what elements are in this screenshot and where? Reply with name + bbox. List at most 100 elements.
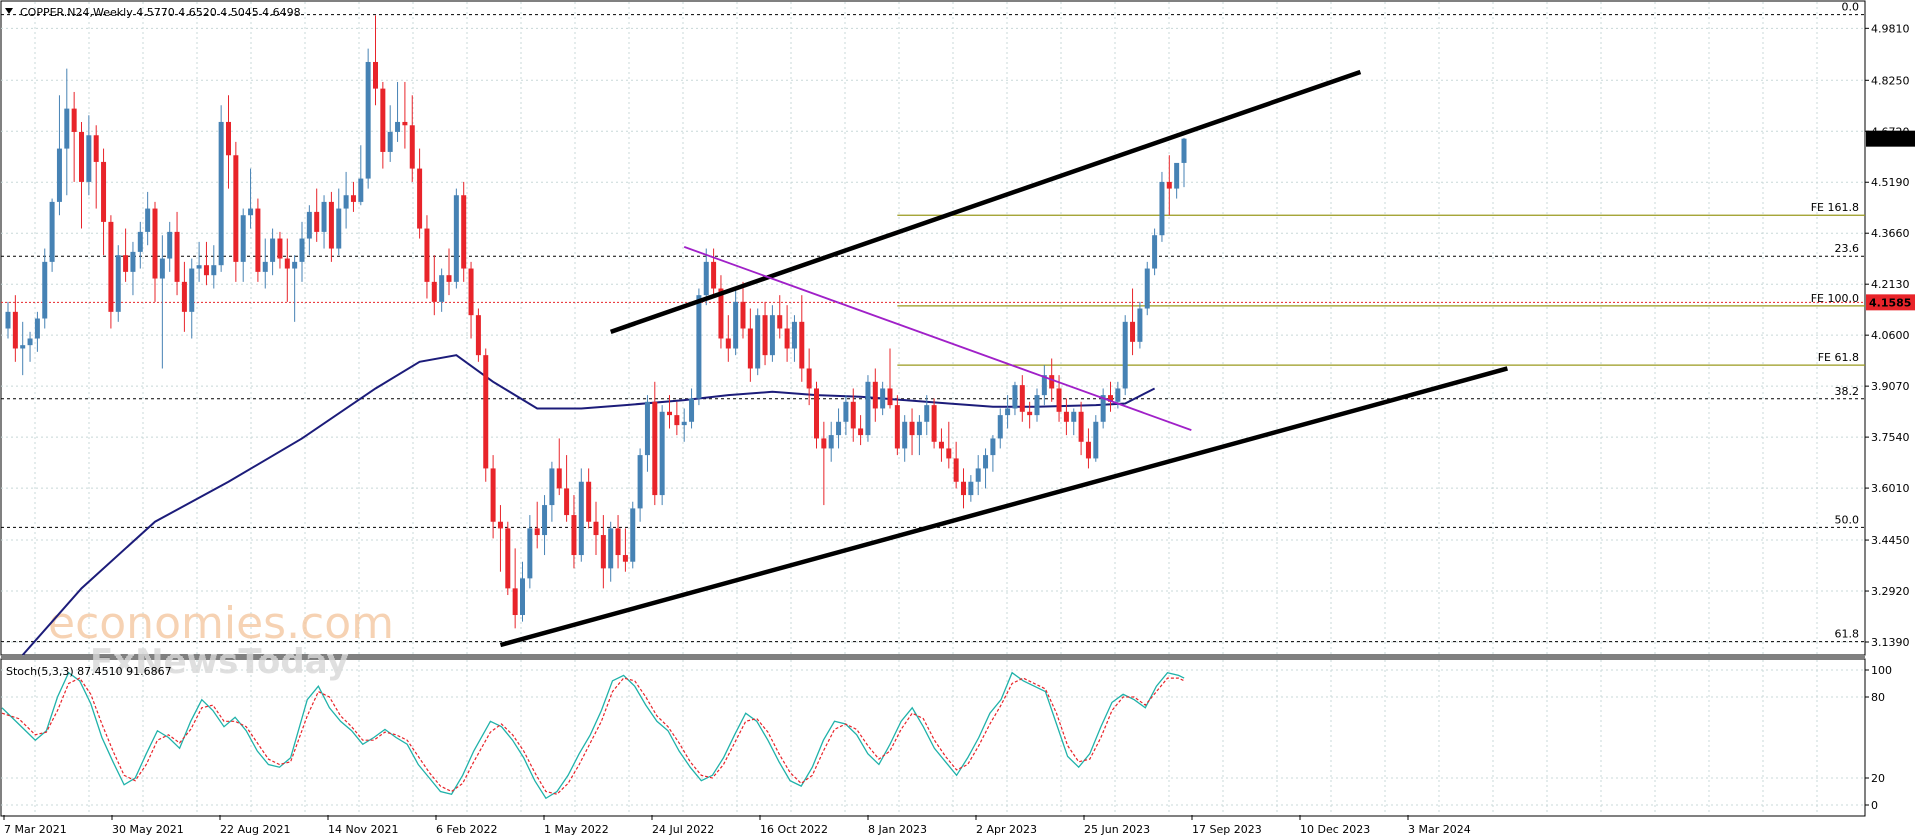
candle-body <box>564 488 570 516</box>
candle-body <box>1093 421 1099 459</box>
candle-body <box>630 508 636 562</box>
candle-body <box>174 231 180 282</box>
candle-body <box>218 121 224 266</box>
candle-body <box>527 528 533 579</box>
time-axis: 7 Mar 2021 30 May 2021 22 Aug 2021 14 Nov 2… <box>3 815 1471 836</box>
candle-body <box>600 535 606 569</box>
candle-body <box>373 61 378 89</box>
candle-body <box>461 195 467 269</box>
candle-body <box>5 311 11 329</box>
candle-body <box>916 421 922 436</box>
candle-body <box>328 201 334 249</box>
candle-body <box>453 195 459 282</box>
candle-body <box>196 265 202 269</box>
upper-channel <box>609 69 1362 334</box>
fib-expansion-label: FE 161.8 <box>1811 201 1859 214</box>
candle-body <box>571 515 577 556</box>
y-tick-label: 3.1390 <box>1871 636 1910 649</box>
candle-body <box>733 301 739 349</box>
fe100-price-tag-bg <box>1866 294 1915 311</box>
candle-body <box>938 441 944 449</box>
candle-body <box>784 328 790 349</box>
candle-body <box>549 468 555 506</box>
candle-body <box>343 195 349 209</box>
watermark: economies.com FxNewsToday <box>48 598 394 682</box>
candle-body <box>946 448 952 459</box>
x-tick-label: 17 Sep 2023 <box>1192 823 1262 836</box>
main-pane-border <box>0 0 1866 656</box>
x-tick-label: 22 Aug 2021 <box>220 823 290 836</box>
y-tick-label: 4.0600 <box>1871 329 1910 342</box>
y-tick-label: 4.2130 <box>1871 278 1910 291</box>
candle-body <box>806 368 812 389</box>
candle-body <box>622 555 628 562</box>
candle-body <box>49 201 55 262</box>
x-tick-label: 7 Mar 2021 <box>4 823 67 836</box>
stoch-header: Stoch(5,3,3) 87.4510 91.6867 <box>6 665 172 678</box>
lower-channel <box>499 366 1508 648</box>
candle-body <box>56 148 62 202</box>
x-tick-label: 8 Jan 2023 <box>868 823 927 836</box>
candle-body <box>1063 411 1069 422</box>
candle-body <box>1174 162 1180 189</box>
candle-body <box>321 201 327 232</box>
candle-body <box>968 481 974 496</box>
candle-body <box>387 131 393 152</box>
x-tick-label: 10 Dec 2023 <box>1300 823 1370 836</box>
candle-body <box>1130 321 1136 342</box>
y-tick-label: 3.9070 <box>1871 380 1910 393</box>
y-tick-label: 4.8250 <box>1871 74 1910 87</box>
fib-retracement-label: 0.0 <box>1842 1 1860 14</box>
candle-body <box>909 421 915 436</box>
stochastic-oscillator <box>1 671 1185 800</box>
candle-body <box>1078 411 1084 442</box>
collapse-triangle-icon[interactable] <box>5 8 13 14</box>
candle-body <box>395 121 401 132</box>
candle-body <box>674 415 680 426</box>
stoch-pane-border <box>0 658 1866 817</box>
falling-trendline <box>683 246 1192 431</box>
fib-expansion-label: FE 100.0 <box>1811 292 1859 305</box>
x-tick-label: 3 Mar 2024 <box>1408 823 1471 836</box>
candle-body <box>586 481 592 522</box>
candle-body <box>836 421 842 436</box>
candle-body <box>137 231 143 252</box>
candle-body <box>409 125 415 169</box>
candle-body <box>1027 411 1033 416</box>
candle-body <box>961 481 966 496</box>
candle-body <box>865 381 871 436</box>
x-tick-label: 1 May 2022 <box>544 823 609 836</box>
candle-body <box>505 528 511 589</box>
candle-body <box>130 251 136 272</box>
candle-body <box>12 311 18 349</box>
candle-body <box>777 315 783 329</box>
price-axis: 4.98104.82504.67204.51904.36604.21304.06… <box>1865 22 1910 812</box>
candle-body <box>262 261 268 272</box>
candle-body <box>762 315 768 356</box>
candle-body <box>667 411 672 416</box>
candle-body <box>211 265 217 276</box>
candle-body <box>578 481 584 556</box>
candle-body <box>740 301 746 329</box>
candle-body <box>828 435 834 449</box>
candles <box>5 15 1187 629</box>
candle-body <box>468 268 474 316</box>
candle-body <box>1122 321 1128 389</box>
candle-body <box>42 261 48 319</box>
candle-body <box>711 261 717 289</box>
candle-body <box>769 315 775 356</box>
stoch-y-tick-label: 0 <box>1871 799 1878 812</box>
candle-body <box>1005 408 1011 416</box>
candle-body <box>821 438 827 449</box>
last-price-tag-bg <box>1866 130 1915 147</box>
fib-retracement-label: 23.6 <box>1835 242 1860 255</box>
fib-expansion-label: FE 61.8 <box>1818 351 1859 364</box>
candle-body <box>534 528 540 536</box>
candle-body <box>101 161 107 222</box>
watermark-economies: economies.com <box>48 598 394 649</box>
candle-body <box>34 318 40 339</box>
candle-body <box>189 268 195 312</box>
stoch-y-tick-label: 80 <box>1871 691 1885 704</box>
candle-body <box>299 238 305 262</box>
